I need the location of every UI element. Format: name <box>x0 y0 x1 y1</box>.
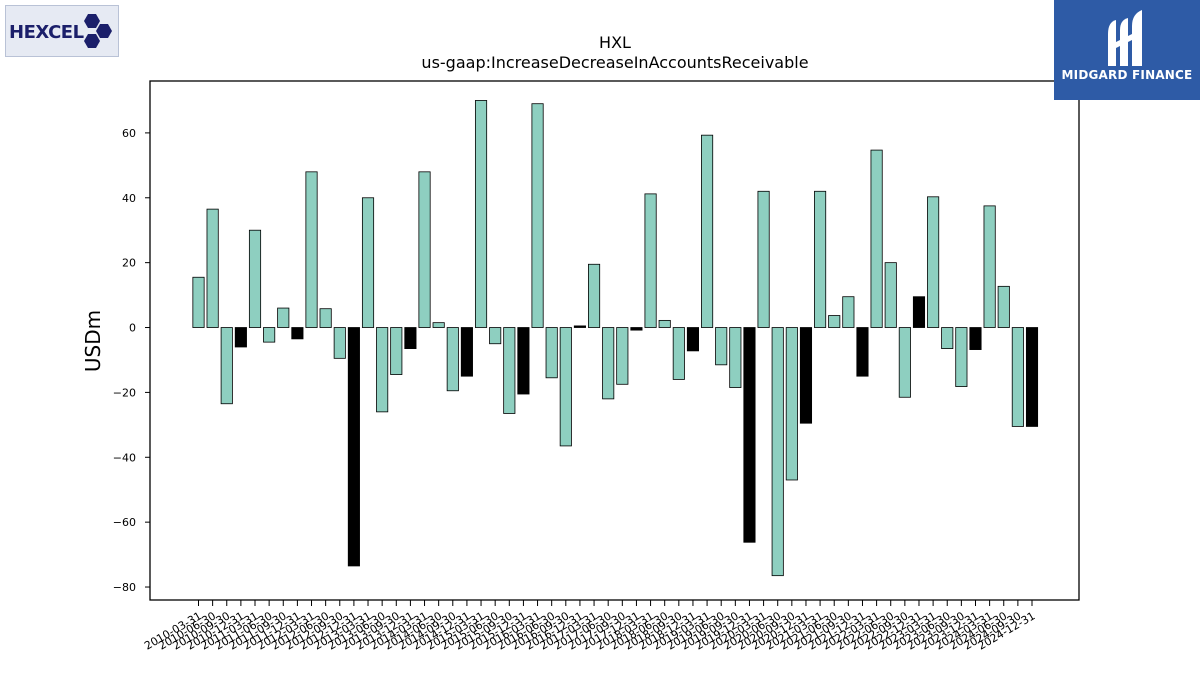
bar-2015-06-30 <box>489 327 502 345</box>
y-tick-label: 60 <box>122 127 136 140</box>
midgard-mark-icon <box>1108 10 1142 66</box>
bar-2023-03-31 <box>927 196 940 328</box>
bar-2020-06-30 <box>771 327 784 577</box>
bar-2020-03-31 <box>757 190 770 328</box>
bar-2014-06-30 <box>432 322 445 328</box>
bar-2014-12-31 <box>460 327 473 377</box>
bar-2015-03-31 <box>474 100 488 328</box>
bar-2024-03-31 <box>983 205 996 328</box>
bar-2011-06-30 <box>263 327 276 343</box>
bar-2010-09-30 <box>220 327 233 405</box>
bar-2014-09-30 <box>446 327 459 392</box>
bar-2012-09-30 <box>333 327 346 359</box>
bar-2012-12-31 <box>347 327 360 567</box>
bar-2020-12-31 <box>799 327 813 424</box>
bar-2012-06-30 <box>319 308 332 328</box>
bar-2024-09-30 <box>1011 327 1024 427</box>
y-tick-label: 0 <box>129 322 136 335</box>
bar-2018-03-31 <box>644 193 657 328</box>
y-tick-label: −60 <box>113 516 136 529</box>
y-tick-label: −20 <box>113 386 136 399</box>
bar-2019-09-30 <box>729 327 742 388</box>
y-tick-label: −40 <box>113 451 136 464</box>
bar-2017-09-30 <box>616 327 629 385</box>
bar-2015-09-30 <box>503 327 516 414</box>
midgard-finance-logo: MIDGARD FINANCE <box>1054 0 1200 100</box>
bar-2018-12-31 <box>686 327 699 352</box>
y-axis-label: USDm <box>81 310 105 372</box>
chart-title: HXL <box>599 33 631 52</box>
bars-group <box>192 100 1039 577</box>
bar-2010-03-31 <box>192 276 205 328</box>
bar-2017-03-31 <box>588 263 601 328</box>
hexcel-logo: HEXCEL <box>5 5 119 57</box>
bar-2018-09-30 <box>672 327 685 380</box>
bar-2014-03-31 <box>418 171 431 328</box>
bar-2021-03-31 <box>814 190 827 328</box>
bar-2012-03-31 <box>305 171 318 328</box>
bar-2024-06-30 <box>997 285 1010 328</box>
bar-2018-06-30 <box>658 319 671 328</box>
bar-2021-06-30 <box>828 315 841 328</box>
hexagon-cluster-icon <box>84 14 112 48</box>
midgard-finance-text: MIDGARD FINANCE <box>1061 68 1193 82</box>
bar-2021-12-31 <box>856 327 869 377</box>
bar-2013-09-30 <box>390 327 403 375</box>
bar-2023-09-30 <box>955 327 968 387</box>
bar-2020-09-30 <box>785 327 798 481</box>
y-tick-label: 40 <box>122 192 136 205</box>
bar-2023-06-30 <box>941 327 954 349</box>
x-axis: 2010-03-312010-06-302010-09-302010-12-31… <box>142 600 1038 653</box>
bar-2022-03-31 <box>870 149 883 328</box>
plot-frame <box>149 80 1080 601</box>
bar-2017-06-30 <box>602 327 615 400</box>
bar-2013-12-31 <box>404 327 417 349</box>
bar-2013-03-31 <box>361 197 375 328</box>
bar-2010-12-31 <box>234 327 247 348</box>
bar-2022-09-30 <box>898 327 911 398</box>
bar-2019-03-31 <box>701 134 714 328</box>
hexcel-logo-text: HEXCEL <box>9 22 84 43</box>
bar-2022-12-31 <box>912 296 926 328</box>
bar-2011-03-31 <box>248 229 262 328</box>
bar-2016-06-30 <box>545 327 558 379</box>
bar-2019-12-31 <box>743 327 756 543</box>
y-tick-label: 20 <box>122 257 136 270</box>
bar-2016-12-31 <box>573 325 586 328</box>
bar-2019-06-30 <box>715 327 728 366</box>
bar-2011-12-31 <box>291 327 304 340</box>
bar-2021-09-30 <box>842 296 855 328</box>
bar-2013-06-30 <box>376 327 389 413</box>
y-tick-label: −80 <box>113 581 136 594</box>
bar-2022-06-30 <box>884 262 897 328</box>
bar-2023-12-31 <box>969 327 982 350</box>
chart-subtitle: us-gaap:IncreaseDecreaseInAccountsReceiv… <box>421 53 808 72</box>
bar-2016-09-30 <box>559 327 572 447</box>
bar-2016-03-31 <box>531 103 544 328</box>
y-axis: −80 −60 −40 −20 0 20 40 60 <box>113 127 150 594</box>
bar-2024-12-31 <box>1025 327 1039 427</box>
bar-2017-12-31 <box>630 327 643 331</box>
bar-2010-06-30 <box>206 208 219 328</box>
bar-2015-12-31 <box>517 327 530 395</box>
bar-2011-09-30 <box>277 307 290 328</box>
